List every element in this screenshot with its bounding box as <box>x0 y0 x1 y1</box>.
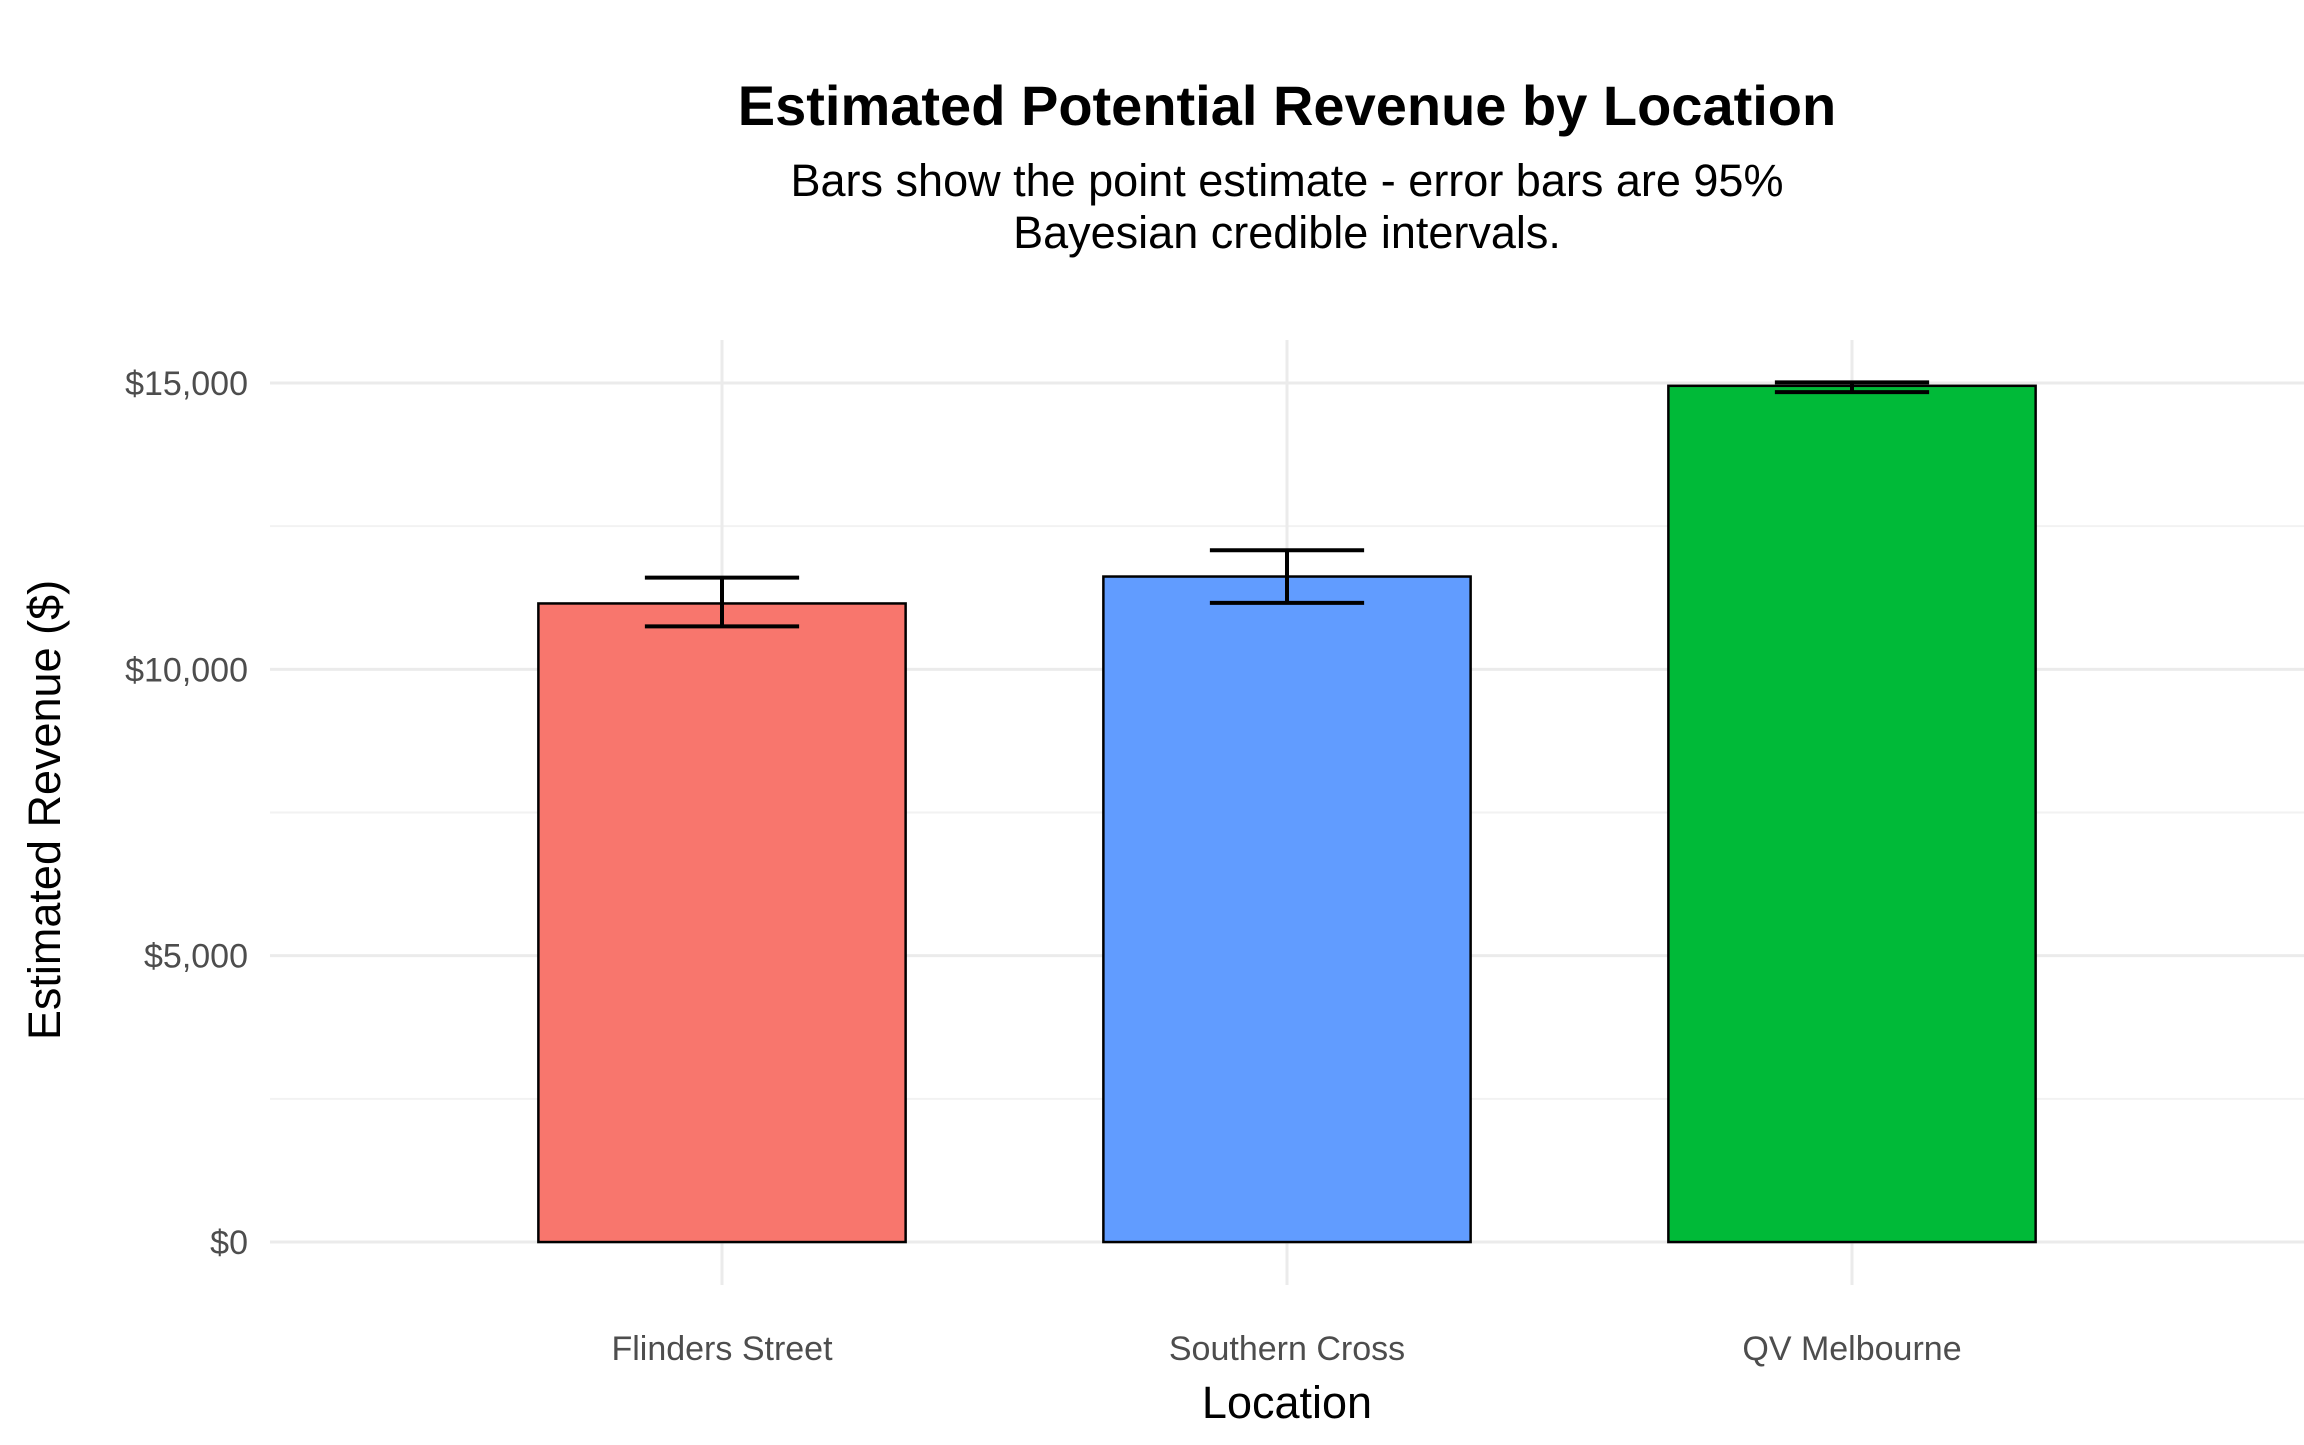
y-tick-labels: $0 $5,000 $10,000 $15,000 <box>125 365 248 1262</box>
error-bar-0 <box>644 575 800 629</box>
x-tick-label: Southern Cross <box>1169 1330 1405 1368</box>
y-tick-label: $15,000 <box>125 365 248 403</box>
error-bar-1 <box>1209 548 1365 605</box>
bar-2 <box>1667 384 2037 1244</box>
error-bars <box>644 380 1930 629</box>
bars <box>537 384 2037 1244</box>
x-tick-labels: Flinders Street Southern Cross QV Melbourn… <box>611 1330 1961 1368</box>
x-tick-label: Flinders Street <box>611 1330 833 1368</box>
y-axis-label: Estimated Revenue ($) <box>19 580 70 1040</box>
error-bar-2 <box>1774 380 1930 395</box>
bar-0 <box>537 602 907 1244</box>
x-axis-label: Location <box>1202 1377 1372 1428</box>
x-tick-label: QV Melbourne <box>1742 1330 1961 1368</box>
chart-subtitle-line-2: Bayesian credible intervals. <box>1013 207 1561 258</box>
y-tick-label: $5,000 <box>144 938 248 976</box>
bar-1 <box>1102 575 1472 1244</box>
chart-title: Estimated Potential Revenue by Location <box>738 74 1836 137</box>
y-tick-label: $10,000 <box>125 651 248 689</box>
chart-subtitle-line-1: Bars show the point estimate - error bar… <box>791 155 1784 206</box>
y-tick-label: $0 <box>210 1224 248 1262</box>
